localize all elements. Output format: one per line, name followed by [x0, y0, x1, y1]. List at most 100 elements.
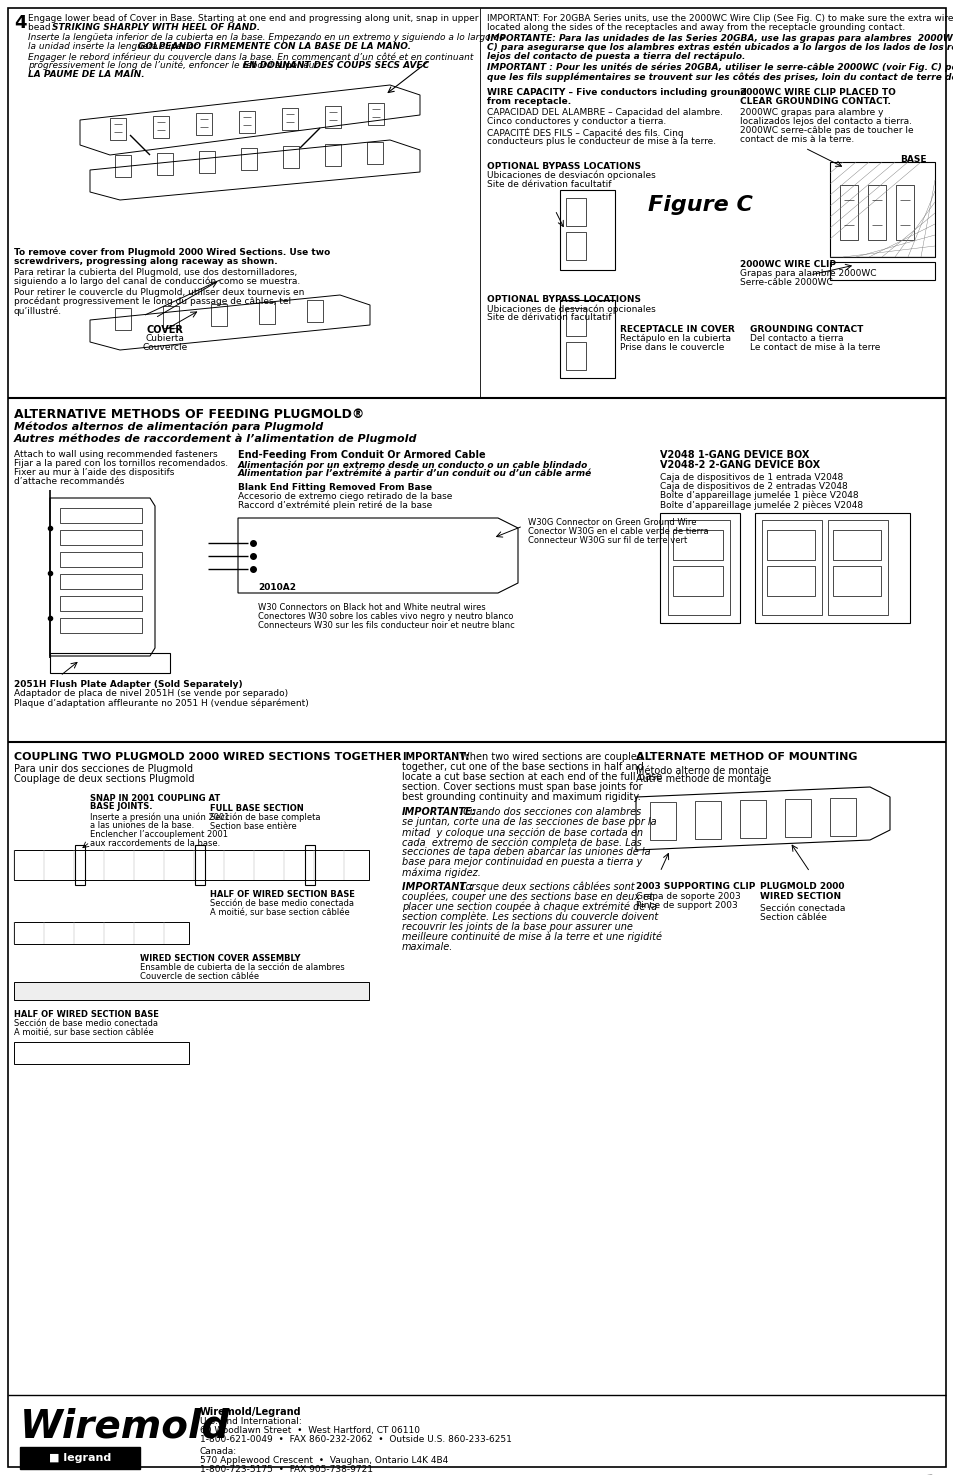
Text: SNAP IN 2001 COUPLING AT: SNAP IN 2001 COUPLING AT: [90, 794, 220, 802]
Text: locate a cut base section at each end of the full base: locate a cut base section at each end of…: [401, 771, 661, 782]
Bar: [152, 115, 169, 137]
Text: Métodos alternos de alimentación para Plugmold: Métodos alternos de alimentación para Pl…: [14, 420, 323, 432]
Text: base para mejor continuidad en puesta a tierra y: base para mejor continuidad en puesta a …: [401, 857, 641, 867]
Text: To remove cover from Plugmold 2000 Wired Sections. Use two: To remove cover from Plugmold 2000 Wired…: [14, 248, 330, 257]
Text: Lorsque deux sections câblées sont: Lorsque deux sections câblées sont: [456, 882, 634, 892]
Text: Método alterno de montaje: Método alterno de montaje: [636, 766, 768, 776]
Text: Sección de base medio conectada: Sección de base medio conectada: [210, 898, 354, 909]
Text: siguiendo a lo largo del canal de conducción como se muestra.: siguiendo a lo largo del canal de conduc…: [14, 277, 300, 286]
Text: la unidad inserte la lengüeta superior: la unidad inserte la lengüeta superior: [28, 41, 200, 52]
Text: Engager le rebord inférieur du couvercle dans la base. En commençant d’un côté e: Engager le rebord inférieur du couvercle…: [28, 52, 473, 62]
Text: que les fils supplémentaires se trouvent sur les côtés des prises, loin du conta: que les fils supplémentaires se trouvent…: [486, 72, 953, 81]
Text: Para retirar la cubierta del Plugmold, use dos destornilladores,: Para retirar la cubierta del Plugmold, u…: [14, 268, 297, 277]
Bar: [367, 142, 382, 164]
Bar: [672, 566, 722, 596]
Text: aux raccordements de la base.: aux raccordements de la base.: [90, 839, 220, 848]
Text: PLUGMOLD 2000: PLUGMOLD 2000: [760, 882, 843, 891]
Text: 570 Applewood Crescent  •  Vaughan, Ontario L4K 4B4: 570 Applewood Crescent • Vaughan, Ontari…: [200, 1456, 448, 1465]
Text: Grapas para alambre 2000WC: Grapas para alambre 2000WC: [740, 268, 876, 277]
Text: C) para asegurarse que los alambres extras estén ubicados a lo largos de los lad: C) para asegurarse que los alambres extr…: [486, 43, 953, 53]
Bar: [60, 596, 142, 611]
Text: Site de dérivation facultatif: Site de dérivation facultatif: [486, 180, 611, 189]
Text: 2003 SUPPORTING CLIP: 2003 SUPPORTING CLIP: [636, 882, 755, 891]
Text: Couvercle: Couvercle: [142, 344, 188, 353]
Text: Blank End Fitting Removed From Base: Blank End Fitting Removed From Base: [237, 482, 432, 493]
Text: Ubicaciones de desviacón opcionales: Ubicaciones de desviacón opcionales: [486, 171, 655, 180]
Text: ALTERNATE METHOD OF MOUNTING: ALTERNATE METHOD OF MOUNTING: [636, 752, 857, 763]
Text: Section câblée: Section câblée: [760, 913, 826, 922]
Text: progressivement le long de l’unité, enfoncer le rebord supérieur: progressivement le long de l’unité, enfo…: [28, 60, 321, 71]
Text: OPTIONAL BYPASS LOCATIONS: OPTIONAL BYPASS LOCATIONS: [486, 162, 640, 171]
Text: W30 Connectors on Black hot and White neutral wires: W30 Connectors on Black hot and White ne…: [257, 603, 485, 612]
Text: FULL BASE SECTION: FULL BASE SECTION: [210, 804, 303, 813]
Text: Alimentación por un extremo desde un conducto o un cable blindado: Alimentación por un extremo desde un con…: [237, 460, 588, 469]
Bar: [740, 799, 765, 838]
Text: Para unir dos secciones de Plugmold: Para unir dos secciones de Plugmold: [14, 764, 193, 774]
Text: section complète. Les sections du couvercle doivent: section complète. Les sections du couver…: [401, 912, 658, 922]
Text: 2000WC grapas para alambre y: 2000WC grapas para alambre y: [740, 108, 882, 117]
Text: Fijar a la pared con los tornillos recomendados.: Fijar a la pared con los tornillos recom…: [14, 459, 228, 468]
Text: Grapa de soporte 2003: Grapa de soporte 2003: [636, 892, 740, 901]
Text: BASE JOINTS.: BASE JOINTS.: [90, 802, 152, 811]
Text: CAPACITÉ DES FILS – Capacité des fils. Cinq: CAPACITÉ DES FILS – Capacité des fils. C…: [486, 128, 683, 139]
Text: Cubierta: Cubierta: [146, 333, 184, 344]
Bar: [565, 198, 585, 226]
Bar: [867, 184, 885, 240]
Text: lejos del contacto de puesta a tierra del rectápulo.: lejos del contacto de puesta a tierra de…: [486, 52, 744, 60]
Text: qu’illustré.: qu’illustré.: [14, 305, 62, 316]
Bar: [283, 146, 298, 168]
Text: meilleure continuité de mise à la terre et une rigidité: meilleure continuité de mise à la terre …: [401, 932, 661, 943]
Text: Autres méthodes de raccordement à l’alimentation de Plugmold: Autres méthodes de raccordement à l’alim…: [14, 434, 417, 444]
Bar: [282, 108, 297, 130]
Bar: [832, 530, 880, 560]
Text: together, cut one of the base sections in half and: together, cut one of the base sections i…: [401, 763, 643, 771]
Text: 2000WC WIRE CLIP PLACED TO: 2000WC WIRE CLIP PLACED TO: [740, 88, 895, 97]
Text: Conector W30G en el cable verde de tierra: Conector W30G en el cable verde de tierr…: [527, 527, 708, 535]
Text: A moitié, sur base section câblée: A moitié, sur base section câblée: [14, 1028, 153, 1037]
Text: COVER: COVER: [147, 324, 183, 335]
Bar: [754, 513, 909, 622]
Bar: [60, 618, 142, 633]
Bar: [110, 118, 126, 140]
Bar: [565, 232, 585, 260]
Text: EN DONNANT DES COUPS SECS AVEC: EN DONNANT DES COUPS SECS AVEC: [243, 60, 429, 69]
Bar: [305, 845, 314, 885]
Text: 2000WC WIRE CLIP: 2000WC WIRE CLIP: [740, 260, 835, 268]
Text: conducteurs plus le conducteur de mise à la terre.: conducteurs plus le conducteur de mise à…: [486, 137, 716, 146]
Text: Engage lower bead of Cover in Base. Starting at one end and progressing along un: Engage lower bead of Cover in Base. Star…: [28, 13, 478, 24]
Text: CLEAR GROUNDING CONTACT.: CLEAR GROUNDING CONTACT.: [740, 97, 890, 106]
Bar: [20, 1447, 140, 1469]
Text: IMPORTANT : Pour les unités de séries 20GBA, utiliser le serre-câble 2000WC (voi: IMPORTANT : Pour les unités de séries 20…: [486, 63, 953, 72]
Bar: [565, 308, 585, 336]
Bar: [559, 299, 615, 378]
Text: cada  extremo de sección completa de base. Las: cada extremo de sección completa de base…: [401, 836, 641, 848]
Text: mitad  y coloque una sección de base cortada en: mitad y coloque una sección de base cort…: [401, 827, 642, 838]
Text: V2048 1-GANG DEVICE BOX: V2048 1-GANG DEVICE BOX: [659, 450, 808, 460]
Text: STRIKING SHARPLY WITH HEEL OF HAND.: STRIKING SHARPLY WITH HEEL OF HAND.: [52, 24, 260, 32]
Text: WIRED SECTION: WIRED SECTION: [760, 892, 841, 901]
Bar: [115, 155, 131, 177]
Text: Couplage de deux sections Plugmold: Couplage de deux sections Plugmold: [14, 774, 194, 785]
Bar: [50, 653, 170, 673]
Bar: [829, 162, 934, 257]
Text: Serre-câble 2000WC: Serre-câble 2000WC: [740, 277, 832, 288]
Text: Raccord d’extrémité plein retiré de la base: Raccord d’extrémité plein retiré de la b…: [237, 502, 432, 510]
Text: Site de dérivation facultatif: Site de dérivation facultatif: [486, 313, 611, 322]
Text: WIRE CAPACITY – Five conductors including ground: WIRE CAPACITY – Five conductors includin…: [486, 88, 746, 97]
Text: procédant progressivement le long du passage de câbles, tel: procédant progressivement le long du pas…: [14, 296, 291, 307]
Bar: [211, 304, 227, 326]
Text: Caja de dispositivos de 1 entrada V2048: Caja de dispositivos de 1 entrada V2048: [659, 473, 842, 482]
Text: Boîte d’appareillage jumelée 2 pièces V2048: Boîte d’appareillage jumelée 2 pièces V2…: [659, 500, 862, 509]
Bar: [199, 150, 214, 173]
Text: recouvrir les joints de la base pour assurer une: recouvrir les joints de la base pour ass…: [401, 922, 632, 932]
Text: Inserte la lengüeta inferior de la cubierta en la base. Empezando en un extremo : Inserte la lengüeta inferior de la cubie…: [28, 32, 504, 41]
Text: 2051H Flush Plate Adapter (Sold Separately): 2051H Flush Plate Adapter (Sold Separate…: [14, 680, 242, 689]
Text: CAPACIDAD DEL ALAMBRE – Capacidad del alambre.: CAPACIDAD DEL ALAMBRE – Capacidad del al…: [486, 108, 722, 117]
Text: IMPORTANT: For 20GBA Series units, use the 2000WC Wire Clip (See Fig. C) to make: IMPORTANT: For 20GBA Series units, use t…: [486, 13, 953, 24]
Text: LA PAUME DE LA MAIN.: LA PAUME DE LA MAIN.: [28, 69, 145, 80]
Text: GROUNDING CONTACT: GROUNDING CONTACT: [749, 324, 862, 333]
Text: contact de mis à la terre.: contact de mis à la terre.: [740, 136, 853, 145]
Text: screwdrivers, progressing along raceway as shown.: screwdrivers, progressing along raceway …: [14, 257, 277, 266]
Text: W30G Connector on Green Ground Wire: W30G Connector on Green Ground Wire: [527, 518, 696, 527]
Text: HALF OF WIRED SECTION BASE: HALF OF WIRED SECTION BASE: [14, 1010, 159, 1019]
